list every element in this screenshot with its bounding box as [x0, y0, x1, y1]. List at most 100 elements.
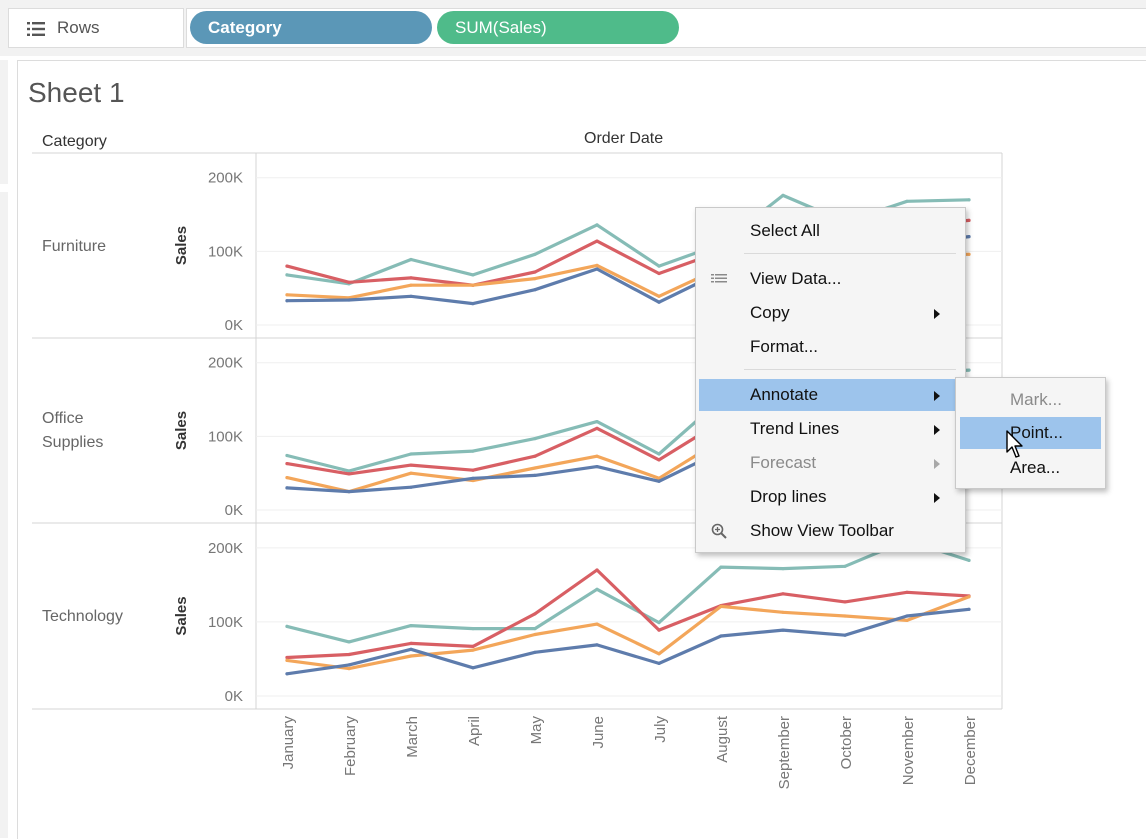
mouse-cursor-icon: [1006, 430, 1023, 458]
series-line-3-3: [285, 595, 971, 671]
menu-item-trend-lines[interactable]: Trend Lines: [699, 413, 962, 445]
data-point: [595, 643, 599, 647]
menu-item-label: Forecast: [750, 453, 817, 472]
data-point: [409, 257, 413, 262]
data-point: [781, 592, 785, 596]
data-point: [843, 614, 847, 618]
data-point: [595, 568, 599, 572]
data-point: [285, 624, 289, 629]
submenu-arrow-icon: [934, 309, 940, 319]
data-point: [595, 465, 599, 469]
data-point: [967, 252, 971, 256]
column-header-order-date: Order Date: [584, 130, 664, 147]
y-tick-label: 100K: [208, 243, 243, 260]
menu-item-view-data[interactable]: View Data...: [699, 263, 962, 295]
data-point: [347, 490, 351, 494]
data-point: [409, 654, 413, 658]
data-point: [657, 294, 661, 298]
category-pill[interactable]: Category: [190, 11, 432, 44]
data-point: [533, 288, 537, 292]
data-point: [967, 595, 971, 599]
data-point: [657, 479, 661, 483]
data-point: [595, 223, 599, 227]
sum-sales-pill[interactable]: SUM(Sales): [437, 11, 679, 44]
data-point: [719, 634, 723, 638]
rows-label: Rows: [57, 18, 100, 37]
menu-item-show-view-toolbar[interactable]: Show View Toolbar: [699, 515, 962, 547]
pane-label-technology: Technology: [42, 608, 123, 625]
data-point: [285, 672, 289, 676]
data-point: [533, 466, 537, 470]
left-panel-strip: [0, 60, 8, 838]
data-point: [409, 471, 413, 475]
data-point: [657, 458, 661, 462]
menu-item-label: Area...: [1010, 458, 1061, 477]
data-point: [409, 624, 413, 628]
data-point: [409, 463, 413, 467]
data-point: [471, 666, 475, 670]
data-point: [843, 600, 847, 604]
data-point: [471, 476, 475, 480]
x-tick-label: October: [838, 716, 855, 769]
data-point: [967, 558, 971, 563]
data-point: [285, 264, 289, 268]
data-point: [533, 454, 537, 458]
data-point: [657, 652, 661, 656]
data-point: [843, 633, 847, 637]
data-point: [285, 658, 289, 663]
menu-separator: [744, 253, 956, 254]
y-tick-label: 0K: [225, 317, 243, 334]
data-point: [471, 449, 475, 453]
data-point: [347, 667, 351, 671]
data-point: [595, 426, 599, 430]
data-point: [967, 218, 971, 222]
series-line-3-4: [285, 607, 971, 676]
data-point: [409, 485, 413, 489]
data-point: [285, 462, 289, 466]
menu-item-label: Drop lines: [750, 487, 827, 506]
data-point: [409, 276, 413, 280]
data-point: [657, 271, 661, 276]
menu-item-label: Show View Toolbar: [750, 521, 894, 540]
data-point: [471, 283, 475, 287]
data-point: [285, 655, 289, 660]
sheet-title: Sheet 1: [28, 77, 125, 108]
submenu-item-area[interactable]: Area...: [960, 452, 1101, 484]
menu-item-annotate[interactable]: Annotate: [699, 379, 962, 411]
data-point: [781, 610, 785, 614]
data-point: [347, 469, 351, 473]
x-tick-label: August: [714, 715, 731, 763]
submenu-item-mark[interactable]: Mark...: [960, 384, 1101, 416]
data-point: [719, 565, 723, 569]
row-header-category: Category: [42, 133, 107, 150]
data-point: [409, 294, 413, 298]
menu-item-label: Point...: [1010, 423, 1063, 442]
submenu-item-point[interactable]: Point...: [960, 417, 1101, 449]
data-point: [285, 476, 289, 480]
rows-icon: [27, 22, 45, 36]
data-point: [595, 454, 599, 458]
data-point: [347, 652, 351, 657]
data-point: [719, 604, 723, 609]
menu-item-select-all[interactable]: Select All: [699, 215, 962, 247]
menu-item-forecast[interactable]: Forecast: [699, 447, 962, 479]
menu-item-drop-lines[interactable]: Drop lines: [699, 481, 962, 513]
x-tick-label: September: [776, 716, 793, 789]
data-point: [905, 618, 909, 623]
data-point: [657, 628, 661, 632]
data-point: [409, 641, 413, 646]
menu-item-label: Annotate: [750, 385, 819, 404]
data-point: [657, 621, 661, 625]
menu-item-copy[interactable]: Copy: [699, 297, 962, 329]
data-point: [347, 280, 351, 284]
x-tick-label: July: [652, 716, 669, 743]
data-point: [967, 607, 971, 611]
data-point: [967, 198, 971, 202]
menu-item-format[interactable]: Format...: [699, 331, 962, 363]
menu-item-label: Copy: [750, 303, 790, 322]
y-tick-label: 100K: [208, 428, 243, 445]
data-point: [657, 452, 661, 456]
data-point: [657, 300, 661, 304]
data-point: [533, 627, 537, 631]
data-point: [285, 486, 289, 490]
